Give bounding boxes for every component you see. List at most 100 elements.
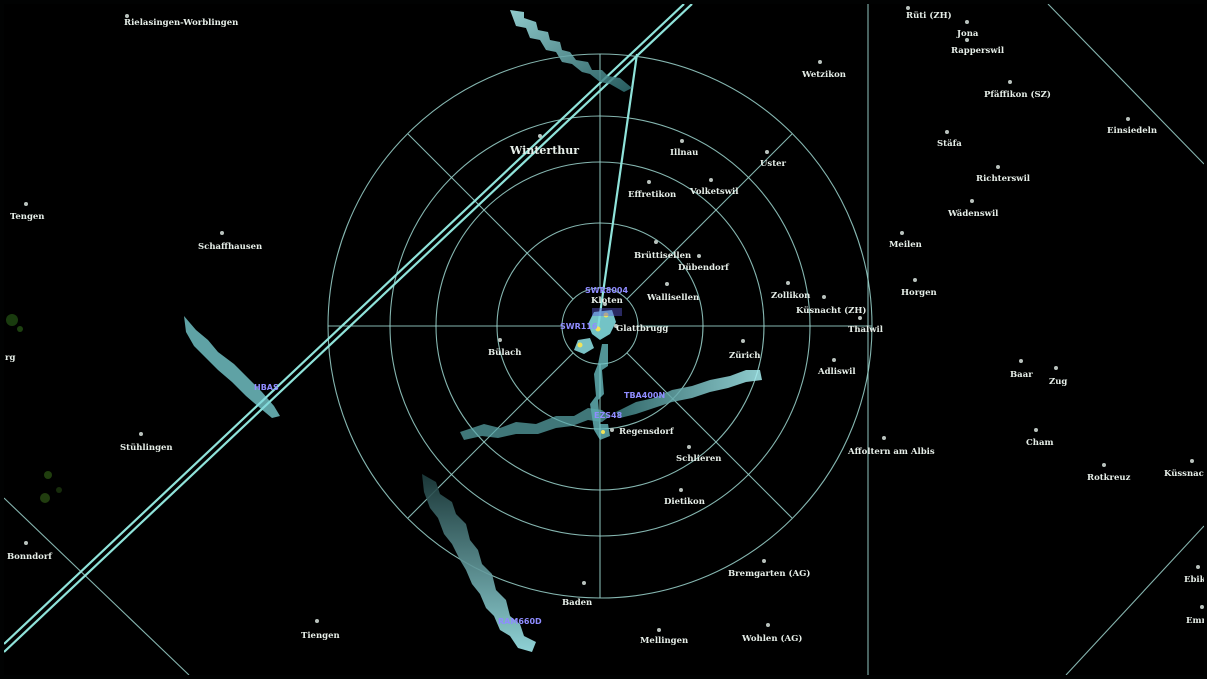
svg-text:Horgen: Horgen bbox=[901, 288, 937, 298]
svg-text:Küssnacht: Küssnacht bbox=[1164, 468, 1204, 479]
trail-center-2 bbox=[574, 338, 594, 354]
callsign-tags: SWR8004 SWR116 TBA400N EZS48 HBAS RAM660… bbox=[254, 286, 665, 626]
svg-text:Rielasingen-Worblingen: Rielasingen-Worblingen bbox=[124, 18, 238, 28]
weather-echoes bbox=[6, 314, 62, 503]
svg-text:Bremgarten (AG): Bremgarten (AG) bbox=[728, 568, 810, 579]
place-zug[interactable]: Zug bbox=[1049, 366, 1067, 387]
svg-text:Rotkreuz: Rotkreuz bbox=[1087, 473, 1131, 483]
place-tiengen[interactable]: Tiengen bbox=[301, 619, 340, 641]
svg-text:Effretikon: Effretikon bbox=[628, 190, 676, 200]
place-meilen[interactable]: Meilen bbox=[889, 231, 922, 250]
place-illnau[interactable]: Illnau bbox=[670, 139, 698, 158]
place-effretikon[interactable]: Effretikon bbox=[628, 180, 676, 200]
svg-text:Küsnacht (ZH): Küsnacht (ZH) bbox=[796, 305, 866, 316]
weather-cell bbox=[44, 471, 52, 479]
radar-map[interactable]: Rielasingen-Worblingen Rüti (ZH) Jona Ra… bbox=[4, 4, 1204, 675]
place-kloten[interactable]: Kloten bbox=[591, 296, 623, 306]
callsign-tag-center[interactable]: SWR116 bbox=[560, 322, 598, 331]
place-volketswil[interactable]: Volketswil bbox=[689, 178, 739, 197]
place-horgen[interactable]: Horgen bbox=[901, 278, 937, 298]
callsign-tag-south[interactable]: EZS48 bbox=[594, 411, 623, 420]
place-wohlen[interactable]: Wohlen (AG) bbox=[741, 623, 802, 644]
svg-text:Uster: Uster bbox=[760, 159, 787, 169]
place-ruti[interactable]: Rüti (ZH) bbox=[906, 6, 952, 21]
place-mellingen[interactable]: Mellingen bbox=[640, 628, 688, 646]
place-wetzikon[interactable]: Wetzikon bbox=[801, 60, 846, 80]
svg-text:Schaffhausen: Schaffhausen bbox=[198, 242, 262, 252]
place-kussnacht[interactable]: Küssnacht bbox=[1164, 459, 1204, 479]
airway-lines bbox=[4, 4, 1204, 675]
svg-text:Jona: Jona bbox=[956, 29, 979, 39]
place-baar[interactable]: Baar bbox=[1010, 359, 1033, 380]
place-zollikon[interactable]: Zollikon bbox=[771, 281, 810, 301]
place-stuhlingen[interactable]: Stühlingen bbox=[120, 432, 173, 453]
place-schaffhausen[interactable]: Schaffhausen bbox=[198, 231, 262, 252]
aircraft-symbol[interactable] bbox=[577, 342, 583, 348]
airway-2 bbox=[4, 4, 685, 645]
callsign-tag-north[interactable]: SWR8004 bbox=[585, 286, 628, 295]
place-adliswil[interactable]: Adliswil bbox=[817, 358, 856, 377]
svg-text:Ebikon: Ebikon bbox=[1184, 575, 1204, 585]
place-bulach[interactable]: Bülach bbox=[488, 338, 521, 358]
svg-text:Bülach: Bülach bbox=[488, 347, 521, 358]
aircraft-symbol[interactable] bbox=[595, 326, 601, 332]
svg-text:Einsiedeln: Einsiedeln bbox=[1107, 126, 1157, 136]
svg-text:Pfäffikon (SZ): Pfäffikon (SZ) bbox=[984, 89, 1051, 100]
svg-text:rg: rg bbox=[5, 353, 15, 363]
place-pfaffikon[interactable]: Pfäffikon (SZ) bbox=[984, 80, 1051, 100]
place-richterswil[interactable]: Richterswil bbox=[976, 165, 1031, 184]
svg-text:Emm: Emm bbox=[1186, 616, 1204, 626]
spoke-nw bbox=[407, 133, 574, 300]
svg-text:Rapperswil: Rapperswil bbox=[951, 46, 1005, 56]
place-wadenswil[interactable]: Wädenswil bbox=[947, 199, 999, 219]
svg-text:Brüttisellen: Brüttisellen bbox=[634, 250, 691, 261]
aircraft-symbol[interactable] bbox=[603, 312, 609, 318]
aircraft-trails bbox=[184, 10, 762, 652]
svg-text:Zug: Zug bbox=[1049, 377, 1067, 387]
svg-text:Wallisellen: Wallisellen bbox=[646, 293, 699, 303]
place-dietikon[interactable]: Dietikon bbox=[664, 488, 705, 507]
place-wallisellen[interactable]: Wallisellen bbox=[646, 282, 699, 303]
place-rapperswil[interactable]: Rapperswil bbox=[951, 38, 1005, 56]
place-ebikon[interactable]: Ebikon bbox=[1184, 565, 1204, 585]
place-uster[interactable]: Uster bbox=[760, 150, 787, 169]
aircraft-symbol[interactable] bbox=[601, 430, 605, 434]
place-zurich[interactable]: Zürich bbox=[729, 339, 760, 361]
place-winterthur[interactable]: Winterthur bbox=[509, 134, 579, 157]
svg-text:Rüti (ZH): Rüti (ZH) bbox=[906, 10, 952, 21]
track-highlight bbox=[592, 308, 622, 316]
boundary-se bbox=[1065, 525, 1204, 675]
place-glattbrugg[interactable]: Glattbrugg bbox=[614, 324, 668, 334]
place-kusnacht[interactable]: Küsnacht (ZH) bbox=[796, 295, 866, 316]
place-rielasingen[interactable]: Rielasingen-Worblingen bbox=[124, 14, 238, 28]
svg-text:Wädenswil: Wädenswil bbox=[947, 208, 999, 219]
place-emmen[interactable]: Emm bbox=[1186, 605, 1204, 626]
place-thalwil[interactable]: Thalwil bbox=[848, 316, 884, 335]
place-bremgarten[interactable]: Bremgarten (AG) bbox=[728, 559, 810, 579]
svg-text:Schlieren: Schlieren bbox=[676, 454, 721, 464]
place-cham[interactable]: Cham bbox=[1026, 428, 1053, 448]
svg-text:Volketswil: Volketswil bbox=[689, 187, 739, 197]
place-einsiedeln[interactable]: Einsiedeln bbox=[1107, 117, 1157, 136]
callsign-tag-east[interactable]: TBA400N bbox=[624, 391, 665, 400]
trail-east bbox=[616, 370, 762, 418]
trail-south bbox=[590, 344, 610, 440]
place-bonndorf[interactable]: Bonndorf bbox=[7, 541, 53, 562]
place-regensdorf[interactable]: Regensdorf bbox=[610, 427, 675, 437]
place-dubendorf[interactable]: Dübendorf bbox=[678, 254, 730, 273]
place-tengen[interactable]: Tengen bbox=[10, 202, 44, 222]
callsign-tag-southwest[interactable]: RAM660D bbox=[498, 617, 542, 626]
aircraft-symbols bbox=[577, 308, 622, 434]
svg-text:Kloten: Kloten bbox=[591, 296, 623, 306]
place-schlieren[interactable]: Schlieren bbox=[676, 445, 721, 464]
place-affoltern[interactable]: Affoltern am Albis bbox=[847, 436, 935, 457]
place-stafa[interactable]: Stäfa bbox=[937, 130, 962, 149]
airway-1 bbox=[4, 4, 693, 653]
callsign-tag-west[interactable]: HBAS bbox=[254, 383, 279, 392]
place-bruttisellen[interactable]: Brüttisellen bbox=[634, 240, 691, 261]
svg-text:Baden: Baden bbox=[562, 598, 592, 608]
place-jona[interactable]: Jona bbox=[956, 20, 979, 39]
place-baden[interactable]: Baden bbox=[562, 581, 592, 608]
place-rotkreuz[interactable]: Rotkreuz bbox=[1087, 463, 1131, 483]
